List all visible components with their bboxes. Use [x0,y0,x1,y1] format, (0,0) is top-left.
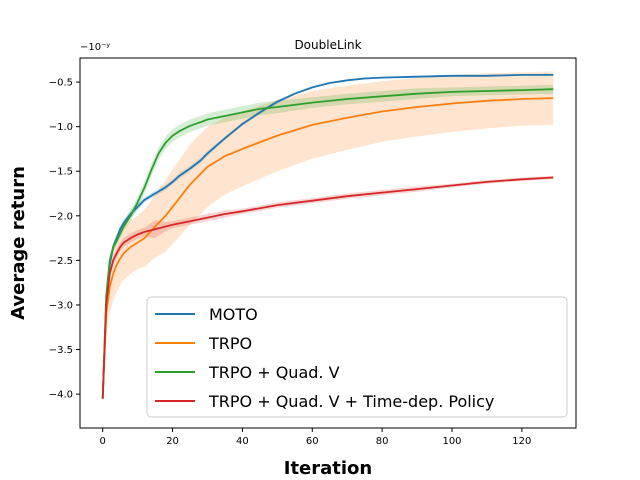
x-tick-label: 80 [376,436,389,447]
y-axis: −4.0 −3.5 −3.0 −2.5 −2.0 −1.5 −1.0 −0.5 [49,78,80,401]
x-axis: 0 20 40 60 80 100 120 [100,428,531,447]
chart-title: DoubleLink [294,38,361,52]
x-tick-label: 40 [236,436,249,447]
legend: MOTO TRPO TRPO + Quad. V TRPO + Quad. V + T… [146,296,568,418]
y-tick-label: −3.5 [49,345,73,356]
band-series-1 [102,71,554,402]
legend-box [146,296,568,418]
x-tick-label: 100 [442,436,461,447]
legend-label-0: MOTO [209,305,258,324]
x-tick-label: 60 [306,436,319,447]
plot-frame [79,57,577,429]
confidence-bands [102,71,554,402]
y-tick-label: −1.0 [49,122,73,133]
y-tick-label: −4.0 [49,390,73,401]
legend-label-3: TRPO + Quad. V + Time-dep. Policy [208,392,494,411]
x-tick-label: 120 [512,436,531,447]
y-tick-label: −2.0 [49,211,73,222]
y-tick-label: −0.5 [49,78,73,89]
y-tick-label: −2.5 [49,256,73,267]
line-series-2 [101,88,554,399]
y-tick-label: −1.5 [49,167,73,178]
x-tick-label: 20 [166,436,179,447]
y-offset-label: −10⁻ʸ [80,42,110,53]
line-series-0 [101,74,554,399]
y-tick-label: −3.0 [49,300,73,311]
series-lines [101,74,554,399]
x-tick-label: 0 [100,436,106,447]
legend-label-2: TRPO + Quad. V [208,363,340,382]
line-series-1 [101,97,554,399]
y-axis-title: Average return [8,166,29,320]
legend-label-1: TRPO [208,334,252,353]
x-axis-title: Iteration [284,458,373,479]
line-series-3 [101,176,554,399]
